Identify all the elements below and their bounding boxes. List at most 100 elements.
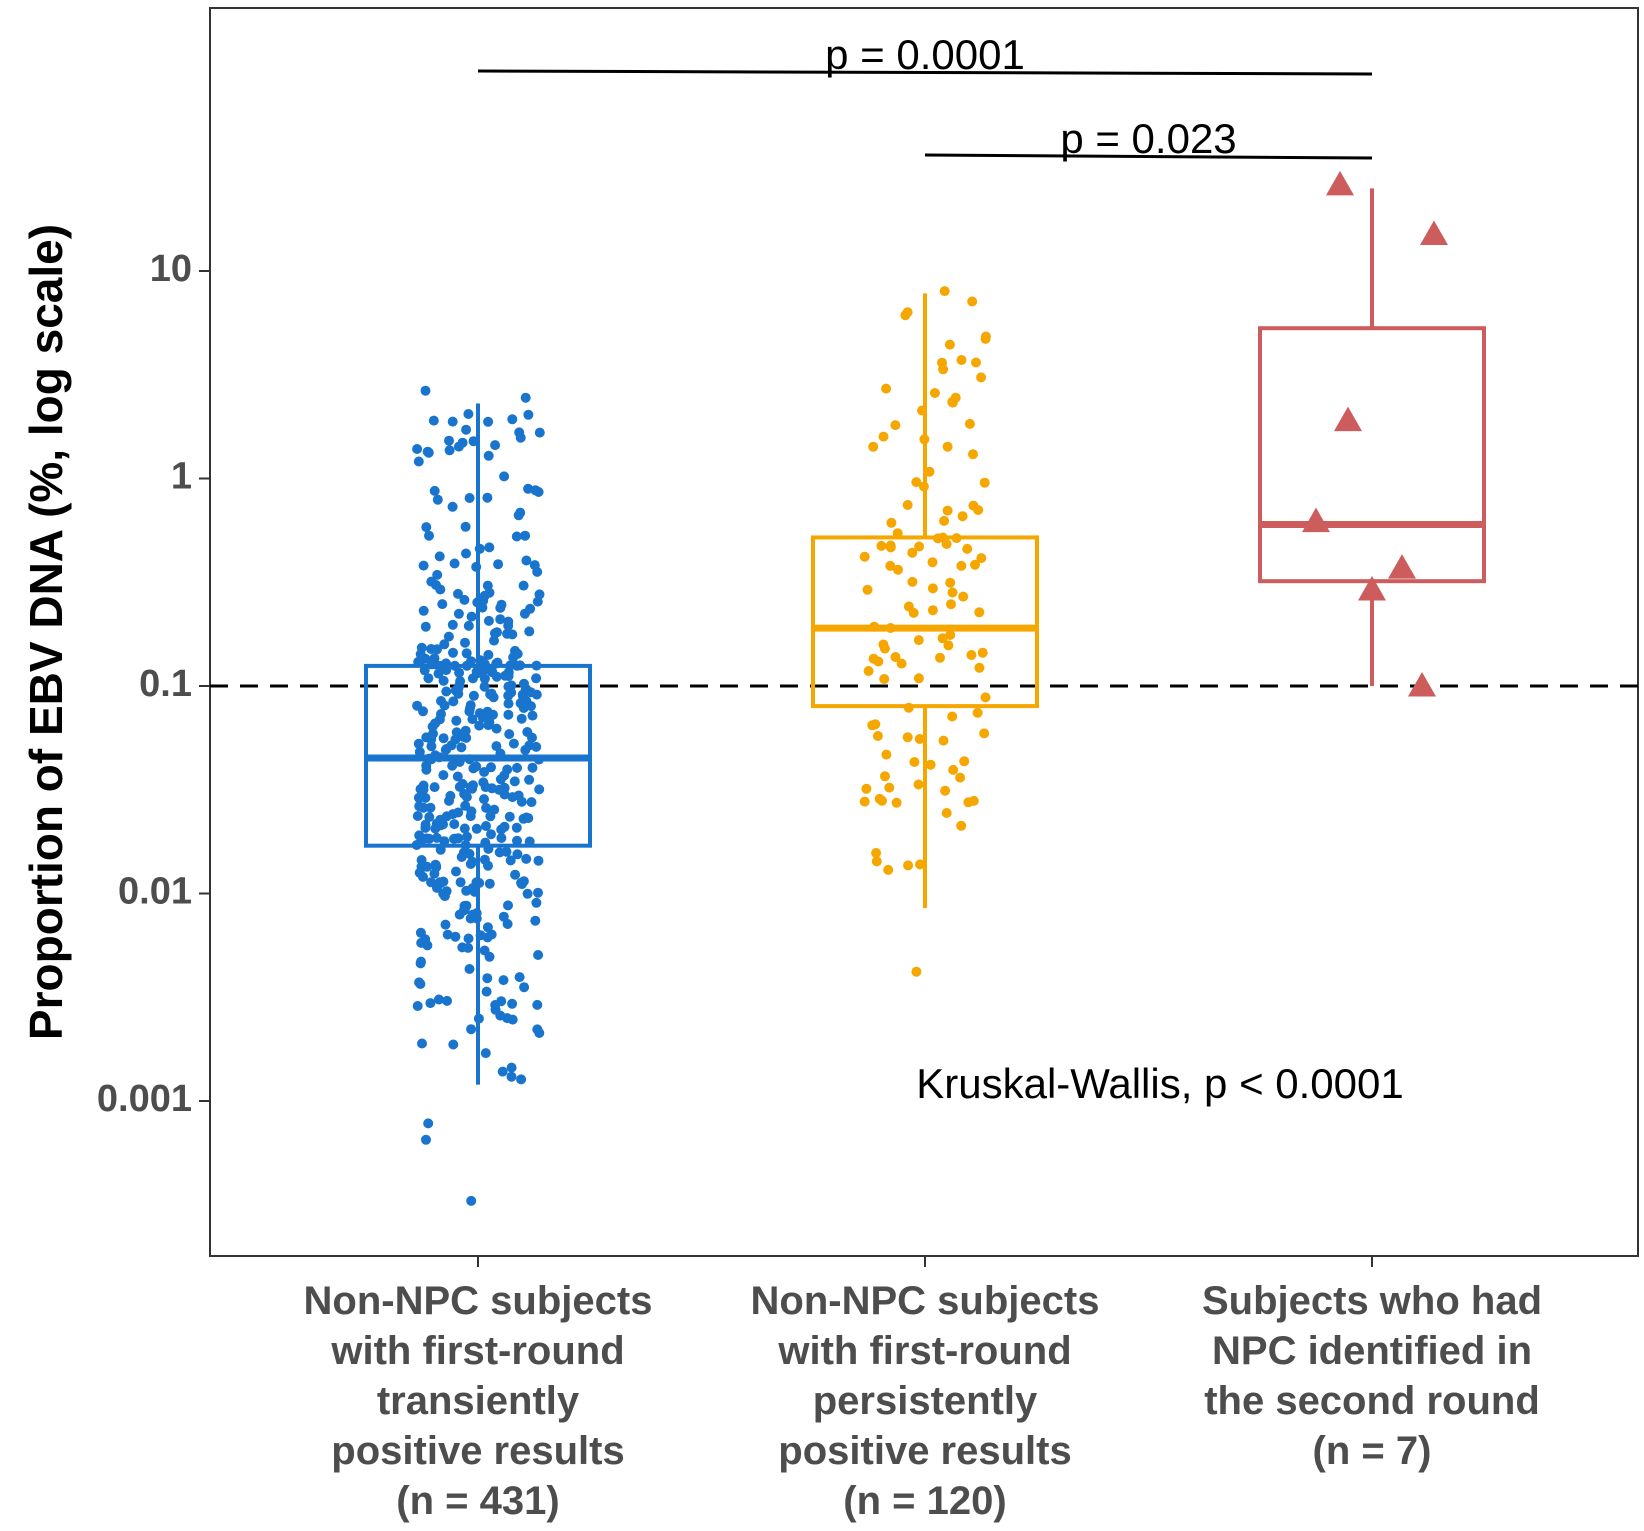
- data-point: [884, 782, 895, 793]
- data-point: [467, 714, 478, 725]
- data-point: [452, 771, 463, 782]
- x-category-label-line: persistently: [813, 1379, 1038, 1423]
- data-point: [495, 614, 506, 625]
- data-point: [418, 605, 429, 616]
- data-point: [891, 797, 902, 808]
- data-point: [885, 540, 896, 551]
- data-point-triangle: [1302, 507, 1330, 533]
- data-point: [939, 515, 950, 526]
- data-point: [911, 966, 922, 977]
- data-point: [450, 931, 461, 942]
- data-point: [447, 416, 458, 427]
- data-point: [412, 444, 423, 454]
- data-point: [466, 656, 476, 667]
- data-point: [976, 553, 987, 564]
- data-point: [972, 707, 983, 718]
- data-point: [430, 859, 441, 870]
- x-category-label-line: transiently: [377, 1379, 580, 1423]
- data-point: [979, 728, 990, 739]
- comparison-p-value: p = 0.0001: [825, 31, 1025, 78]
- y-axis-title: Proportion of EBV DNA (%, log scale): [20, 224, 72, 1040]
- data-point: [913, 779, 924, 790]
- data-point: [453, 807, 464, 818]
- data-point: [483, 450, 494, 461]
- data-point: [881, 383, 892, 394]
- data-point: [426, 741, 437, 752]
- data-point: [482, 973, 493, 984]
- data-point: [522, 888, 533, 899]
- data-point: [902, 732, 913, 743]
- x-axis: Non-NPC subjects with first-round transien…: [304, 1256, 1542, 1523]
- data-point: [524, 740, 535, 751]
- iqr-box: [811, 535, 1039, 709]
- data-point: [498, 975, 509, 986]
- data-point: [513, 510, 524, 521]
- data-point: [413, 456, 424, 467]
- data-point: [512, 762, 522, 773]
- data-point: [896, 658, 907, 669]
- data-point: [424, 812, 435, 822]
- data-point: [481, 986, 492, 997]
- data-point: [516, 713, 527, 724]
- data-point: [943, 640, 954, 651]
- data-point: [913, 635, 924, 646]
- data-point: [481, 802, 492, 813]
- data-point: [524, 626, 535, 637]
- data-point: [474, 708, 485, 719]
- data-point: [980, 692, 991, 703]
- data-point: [412, 811, 423, 821]
- data-point: [459, 594, 470, 605]
- data-point: [459, 823, 470, 834]
- data-point: [876, 540, 887, 551]
- data-point: [468, 780, 478, 791]
- data-point: [416, 956, 426, 967]
- x-category-label-line: (n = 7): [1313, 1429, 1432, 1473]
- data-point: [447, 619, 458, 630]
- data-point: [449, 558, 460, 569]
- data-point: [533, 950, 544, 960]
- data-point: [508, 738, 519, 749]
- data-point: [422, 861, 432, 872]
- data-point: [968, 795, 979, 806]
- data-point: [942, 441, 953, 452]
- data-point: [511, 531, 522, 542]
- data-point: [480, 1048, 491, 1059]
- x-category-label-line: (n = 120): [843, 1479, 1006, 1523]
- data-point: [483, 615, 494, 626]
- data-point: [938, 735, 949, 746]
- data-point: [530, 915, 541, 926]
- data-point: [451, 715, 462, 726]
- data-point: [867, 720, 878, 731]
- data-point: [531, 897, 542, 908]
- data-point: [970, 559, 980, 570]
- data-point: [420, 822, 431, 833]
- data-point: [490, 440, 501, 451]
- data-point: [460, 637, 470, 648]
- data-point: [503, 698, 514, 709]
- data-point: [456, 852, 467, 862]
- data-point: [979, 477, 990, 488]
- data-point: [432, 569, 443, 580]
- data-point: [881, 749, 892, 760]
- data-point: [464, 493, 475, 503]
- data-point: [976, 372, 987, 383]
- data-point: [527, 710, 538, 721]
- data-point: [447, 501, 458, 512]
- data-point: [526, 797, 537, 808]
- data-point: [448, 647, 458, 658]
- data-point: [956, 560, 967, 571]
- data-point: [453, 588, 463, 599]
- y-tick-label: 0.1: [139, 663, 192, 705]
- data-point: [451, 866, 461, 877]
- data-point: [967, 296, 978, 307]
- data-point: [940, 785, 951, 796]
- data-point: [479, 854, 490, 865]
- data-point: [525, 603, 536, 614]
- data-point: [462, 831, 472, 842]
- data-point: [523, 409, 534, 420]
- data-point: [429, 653, 440, 664]
- data-point: [493, 559, 504, 570]
- data-point: [525, 687, 536, 698]
- comparison-p-value: p = 0.023: [1060, 115, 1236, 162]
